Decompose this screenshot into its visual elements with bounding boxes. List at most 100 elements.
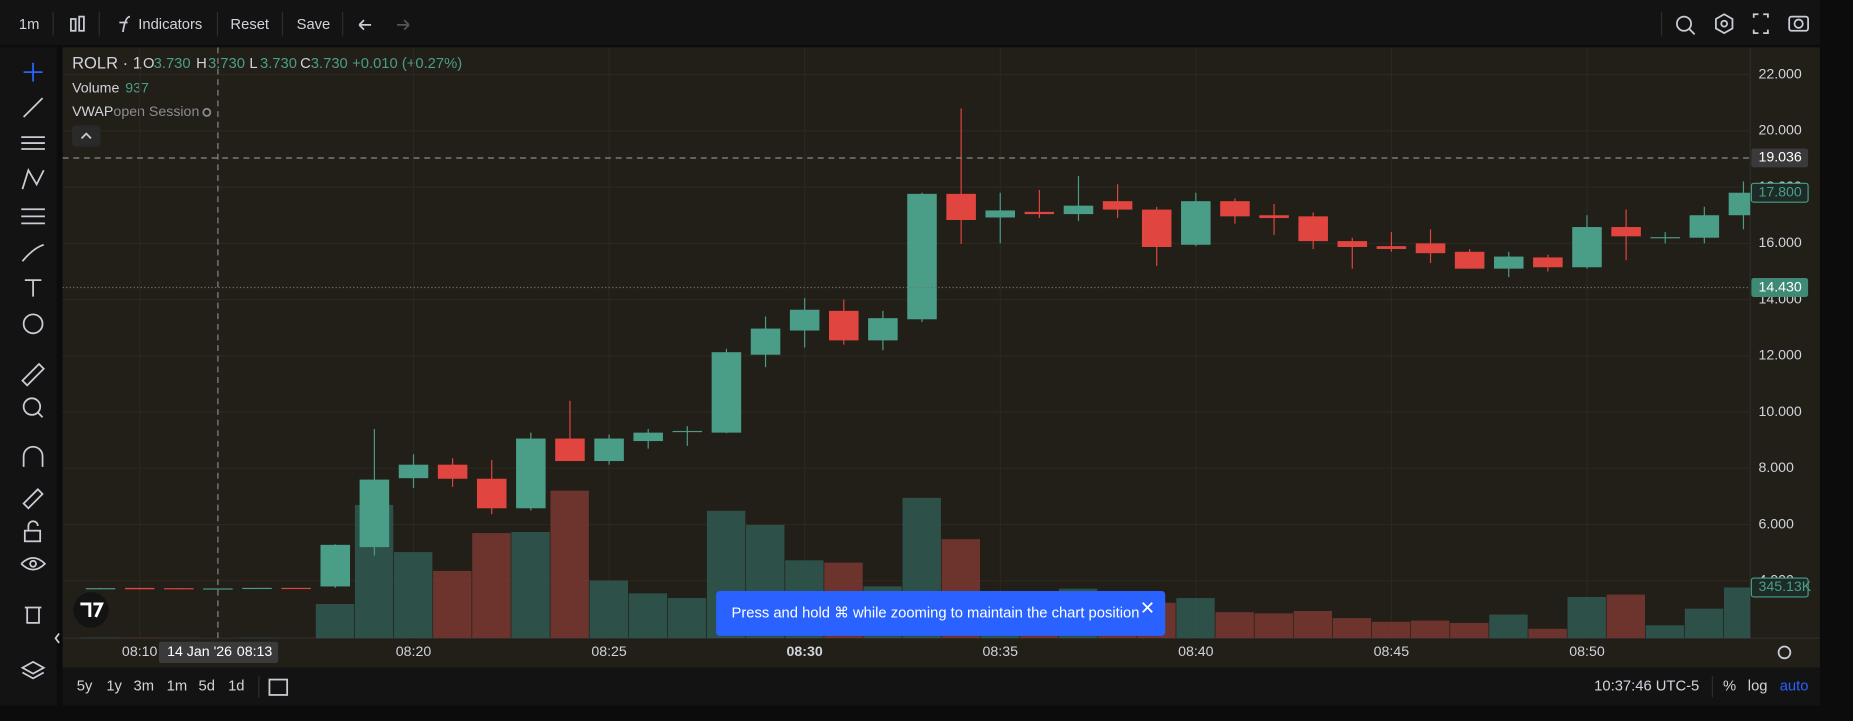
candle-body bbox=[1102, 201, 1133, 210]
candle-body bbox=[85, 588, 116, 590]
volume-bar bbox=[472, 533, 511, 639]
candle-body bbox=[124, 587, 155, 590]
candle-body bbox=[1181, 201, 1211, 245]
candle-type-icon[interactable] bbox=[70, 15, 85, 32]
toast-close[interactable] bbox=[1142, 602, 1153, 613]
candle-body bbox=[1572, 227, 1602, 268]
volume-bar bbox=[667, 598, 707, 639]
indicators-button[interactable]: Indicators bbox=[138, 17, 202, 33]
ohlc-value: 3.730 bbox=[311, 56, 348, 72]
indicators-icon[interactable] bbox=[119, 15, 131, 33]
clock: 10:37:46 UTC-5 bbox=[1594, 679, 1699, 695]
candle-body bbox=[1533, 257, 1563, 268]
axis-settings[interactable] bbox=[1777, 645, 1792, 660]
vwap-price: 14.430 bbox=[1758, 279, 1801, 295]
ohlc-value: 3.730 bbox=[208, 56, 245, 72]
volume-bar bbox=[1332, 618, 1372, 639]
candle-body bbox=[1298, 216, 1328, 242]
tv-logo bbox=[73, 592, 109, 628]
pattern-tool[interactable] bbox=[21, 168, 45, 190]
volume-legend: Volume bbox=[72, 80, 119, 96]
settings-icon[interactable] bbox=[1715, 13, 1734, 35]
volume-bar bbox=[1254, 613, 1293, 639]
candle-body bbox=[868, 318, 898, 341]
fib-tool[interactable] bbox=[21, 136, 45, 150]
volume-bar bbox=[433, 570, 472, 639]
overlay: 4.0006.0008.00010.00012.00014.00016.0001… bbox=[122, 66, 1812, 664]
candle-body bbox=[398, 464, 429, 479]
reset-button[interactable]: Reset bbox=[230, 17, 269, 33]
candle-body bbox=[281, 587, 311, 590]
y-tick-label: 6.000 bbox=[1758, 516, 1794, 532]
volume-bar bbox=[1215, 612, 1254, 639]
volume-bar bbox=[589, 580, 628, 639]
volume-bar bbox=[1371, 621, 1411, 639]
lock-draw-tool[interactable] bbox=[22, 488, 44, 510]
redo-button[interactable] bbox=[397, 19, 410, 31]
candle-body bbox=[1063, 205, 1094, 215]
vwap-hidden-icon[interactable] bbox=[202, 107, 212, 117]
search-icon[interactable] bbox=[1676, 15, 1696, 35]
ohlc-label: L bbox=[249, 56, 257, 72]
toast-text: Press and hold ⌘ while zooming to mainta… bbox=[732, 605, 1140, 621]
candle-body bbox=[203, 588, 233, 590]
candle-body bbox=[672, 430, 703, 433]
range-button[interactable]: 1m bbox=[167, 679, 188, 695]
candle-body bbox=[1415, 243, 1446, 254]
volume-bar bbox=[1684, 608, 1724, 639]
screenshot-icon[interactable] bbox=[1788, 15, 1809, 32]
brush-tool[interactable] bbox=[21, 243, 45, 262]
volume-bar bbox=[1723, 587, 1751, 639]
y-tick-label: 20.000 bbox=[1758, 123, 1801, 139]
percent-toggle[interactable]: % bbox=[1723, 679, 1736, 695]
range-button[interactable]: 5d bbox=[199, 679, 215, 695]
projection-tool[interactable] bbox=[21, 208, 45, 225]
x-tick-label: 08:45 bbox=[1374, 644, 1410, 660]
vwap-legend: VWAP bbox=[72, 104, 113, 120]
emoji-tool[interactable] bbox=[22, 313, 44, 335]
left-toolbar bbox=[0, 47, 57, 706]
collapse-legend[interactable] bbox=[72, 125, 101, 147]
fullscreen-icon[interactable] bbox=[1752, 13, 1769, 35]
log-toggle[interactable]: log bbox=[1748, 679, 1768, 695]
volume-bar bbox=[1293, 611, 1333, 639]
delete-tool[interactable] bbox=[24, 606, 42, 624]
range-button[interactable]: 1y bbox=[106, 679, 122, 695]
crosshair-time-box bbox=[158, 641, 279, 664]
collapse-toolbar[interactable] bbox=[54, 632, 60, 644]
candle-body bbox=[242, 587, 272, 590]
last-volume-box bbox=[1750, 577, 1809, 598]
auto-toggle[interactable]: auto bbox=[1780, 679, 1809, 695]
crosshair-time: 08:13 bbox=[237, 644, 273, 660]
x-tick-label: 08:20 bbox=[396, 644, 432, 660]
volume-bar bbox=[1176, 598, 1215, 639]
candle-body bbox=[476, 478, 507, 509]
zoom-tool[interactable] bbox=[22, 397, 44, 418]
range-button[interactable]: 5y bbox=[77, 679, 93, 695]
volume-bar bbox=[511, 531, 550, 639]
x-tick-label: 08:35 bbox=[983, 644, 1019, 660]
candle-body bbox=[750, 328, 781, 355]
candle-body bbox=[946, 193, 976, 221]
layers-tool[interactable] bbox=[20, 660, 46, 680]
undo-button[interactable] bbox=[358, 19, 372, 31]
interval-button[interactable]: 1m bbox=[19, 17, 40, 33]
range-button[interactable]: 1d bbox=[228, 679, 244, 695]
text-tool[interactable] bbox=[24, 279, 42, 297]
save-button[interactable]: Save bbox=[297, 17, 331, 33]
magnet-tool[interactable] bbox=[22, 445, 44, 467]
last-volume: 345.13K bbox=[1758, 579, 1811, 595]
last-price-box bbox=[1750, 182, 1809, 203]
visibility-tool[interactable] bbox=[20, 556, 47, 571]
volume-bar bbox=[1567, 596, 1606, 639]
y-tick-label: 16.000 bbox=[1758, 235, 1801, 251]
candle-body bbox=[320, 544, 351, 587]
ruler-tool[interactable] bbox=[21, 362, 45, 387]
candle-body bbox=[1220, 201, 1250, 217]
range-button[interactable]: 3m bbox=[134, 679, 155, 695]
lock-tool[interactable] bbox=[23, 520, 42, 543]
trendline-tool[interactable] bbox=[23, 97, 44, 118]
goto-date[interactable] bbox=[268, 678, 289, 696]
crosshair-tool[interactable] bbox=[23, 62, 43, 82]
